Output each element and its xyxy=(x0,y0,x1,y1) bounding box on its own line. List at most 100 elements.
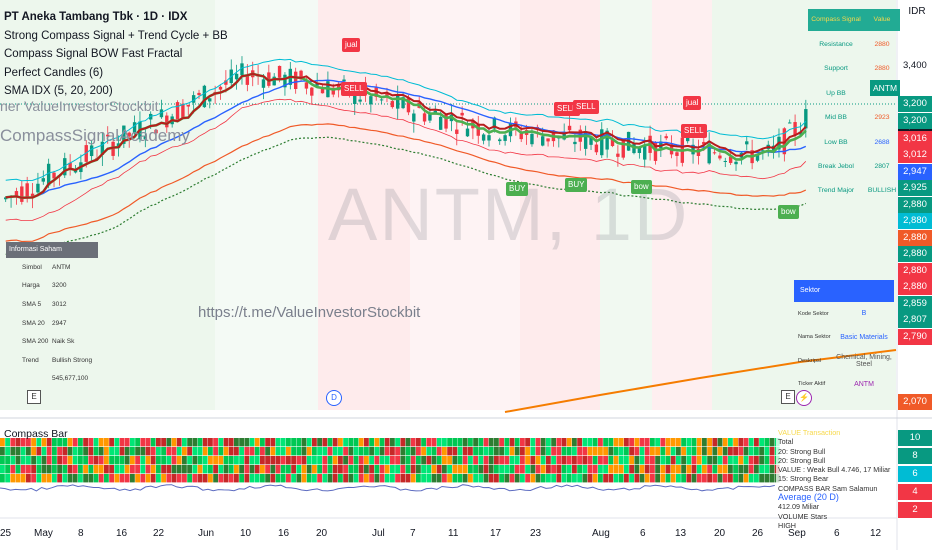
candle-body xyxy=(761,150,765,152)
candle-body xyxy=(224,80,228,85)
compass-bar-cell xyxy=(322,474,328,483)
compass-table-key: Resistance xyxy=(819,41,853,49)
compass-bar-cell xyxy=(20,465,26,474)
compass-bar-cell xyxy=(384,465,390,474)
compass-bar-cell xyxy=(707,447,712,456)
compass-bar-cell xyxy=(62,474,68,483)
compass-bar-cell xyxy=(436,438,442,447)
compass-bar-cell xyxy=(457,465,463,474)
legend-indicator-3[interactable]: Perfect Candles (6) xyxy=(4,66,104,79)
compass-bar-cell xyxy=(119,447,125,456)
compass-bar-cell xyxy=(473,447,478,456)
legend-indicator-4[interactable]: SMA IDX (5, 20, 200) xyxy=(4,85,113,98)
compass-bar-cell xyxy=(535,465,541,474)
price-tag: 2,790 xyxy=(898,328,932,345)
dividend-icon[interactable]: D xyxy=(326,390,342,406)
compass-bar-cell xyxy=(447,465,452,474)
compass-bar-cell xyxy=(769,456,775,465)
time-axis-label: 13 xyxy=(675,528,687,539)
legend-indicator-2[interactable]: Compass Signal BOW Fast Fractal xyxy=(4,48,183,61)
compass-bar-cell xyxy=(301,447,307,456)
price-tag: 3,200 xyxy=(898,96,932,112)
compass-bar-cell xyxy=(104,465,109,474)
compass-bar-cell xyxy=(712,474,718,483)
compass-bar-cell xyxy=(613,456,619,465)
compass-bar-cell xyxy=(728,438,733,447)
legend-symbol-title[interactable]: PT Aneka Tambang Tbk · 1D · IDX xyxy=(4,11,188,23)
signal-label-buy[interactable]: BUY xyxy=(506,182,529,196)
compass-bar-cell xyxy=(436,456,442,465)
compass-bar-cell xyxy=(442,474,447,483)
compass-bar-cell xyxy=(332,456,338,465)
candle-body xyxy=(63,158,67,176)
time-axis-label: 6 xyxy=(834,528,840,539)
compass-bar-cell xyxy=(540,447,546,456)
candle-body xyxy=(664,136,668,139)
compass-bar-cell xyxy=(275,447,281,456)
compass-bar-cell xyxy=(57,447,62,456)
candle-body xyxy=(503,135,507,141)
compass-bar-cell xyxy=(566,456,572,465)
candle-body xyxy=(283,74,287,88)
compass-bar-cell xyxy=(390,438,395,447)
compass-bar-cell xyxy=(202,447,208,456)
compass-bar-cell xyxy=(280,474,286,483)
compass-bar-cell xyxy=(156,474,161,483)
compass-bar-cell xyxy=(98,474,104,483)
compass-bar-cell xyxy=(431,456,437,465)
compass-bar-cell xyxy=(124,456,130,465)
compass-bar-cell xyxy=(525,465,530,474)
compass-bar-cell xyxy=(36,447,42,456)
compass-bar-cell xyxy=(733,474,738,483)
price-tag: 2,880 xyxy=(898,279,932,296)
lightning-icon[interactable]: ⚡ xyxy=(796,390,812,406)
signal-label-bow[interactable]: bow xyxy=(778,205,799,219)
compass-bar-cell xyxy=(286,474,291,483)
signal-label-bow[interactable]: bow xyxy=(631,180,652,194)
compass-bar-cell xyxy=(244,474,250,483)
compass-bar-cell xyxy=(566,465,572,474)
compass-bar-cell xyxy=(504,447,510,456)
compass-bar-cell xyxy=(145,456,151,465)
candle-body xyxy=(804,109,808,129)
signal-label-jual[interactable]: jual xyxy=(683,96,702,110)
compass-bar-cell xyxy=(218,474,224,483)
compass-bar-cell xyxy=(650,447,655,456)
compass-bar-cell xyxy=(291,447,296,456)
compass-bar-cell xyxy=(759,456,764,465)
currency-label[interactable]: IDR xyxy=(908,6,926,17)
compass-bar-cell xyxy=(15,438,21,447)
compass-bar-cell xyxy=(254,456,260,465)
signal-label-sell[interactable]: SELL xyxy=(681,124,707,138)
compass-table-value: 2807 xyxy=(874,163,890,171)
compass-bar-cell xyxy=(171,438,177,447)
compass-bar-cell xyxy=(249,447,255,456)
compass-bar-cell xyxy=(384,438,390,447)
signal-label-jual[interactable]: jual xyxy=(342,38,361,52)
compass-bar-cell xyxy=(639,474,645,483)
sektor-table-value: Chemical, Mining, Steel xyxy=(836,353,892,368)
sektor-table-row: Nama Sektor Basic Materials xyxy=(794,326,894,350)
compass-bar-cell xyxy=(748,447,754,456)
signal-label-sell[interactable]: SELL xyxy=(341,82,367,96)
candle-body xyxy=(498,139,502,142)
compass-bar-cell xyxy=(57,465,62,474)
signal-label-sell[interactable]: SELL xyxy=(573,100,599,114)
compass-bar-cell xyxy=(244,456,250,465)
compass-bar-cell xyxy=(431,447,437,456)
signal-label-buy[interactable]: BUY xyxy=(565,178,588,192)
compass-bar-cell xyxy=(176,447,182,456)
compass-bar-title[interactable]: Compass Bar xyxy=(4,428,68,440)
compass-bar-cell xyxy=(426,465,432,474)
compass-bar-cell xyxy=(369,465,374,474)
legend-indicator-1[interactable]: Strong Compass Signal + Trend Cycle + BB xyxy=(4,29,228,42)
compass-bar-cell xyxy=(83,456,88,465)
info-table: Informasi Saham Simbol ANTM Harga 3200 SMA 5… xyxy=(6,242,98,388)
compass-bar-cell xyxy=(275,474,281,483)
earnings-icon[interactable]: E xyxy=(27,390,41,404)
compass-bar-cell xyxy=(317,447,322,456)
earnings-icon[interactable]: E xyxy=(781,390,795,404)
compass-bar-cell xyxy=(733,465,738,474)
compass-bar-cell xyxy=(26,438,31,447)
